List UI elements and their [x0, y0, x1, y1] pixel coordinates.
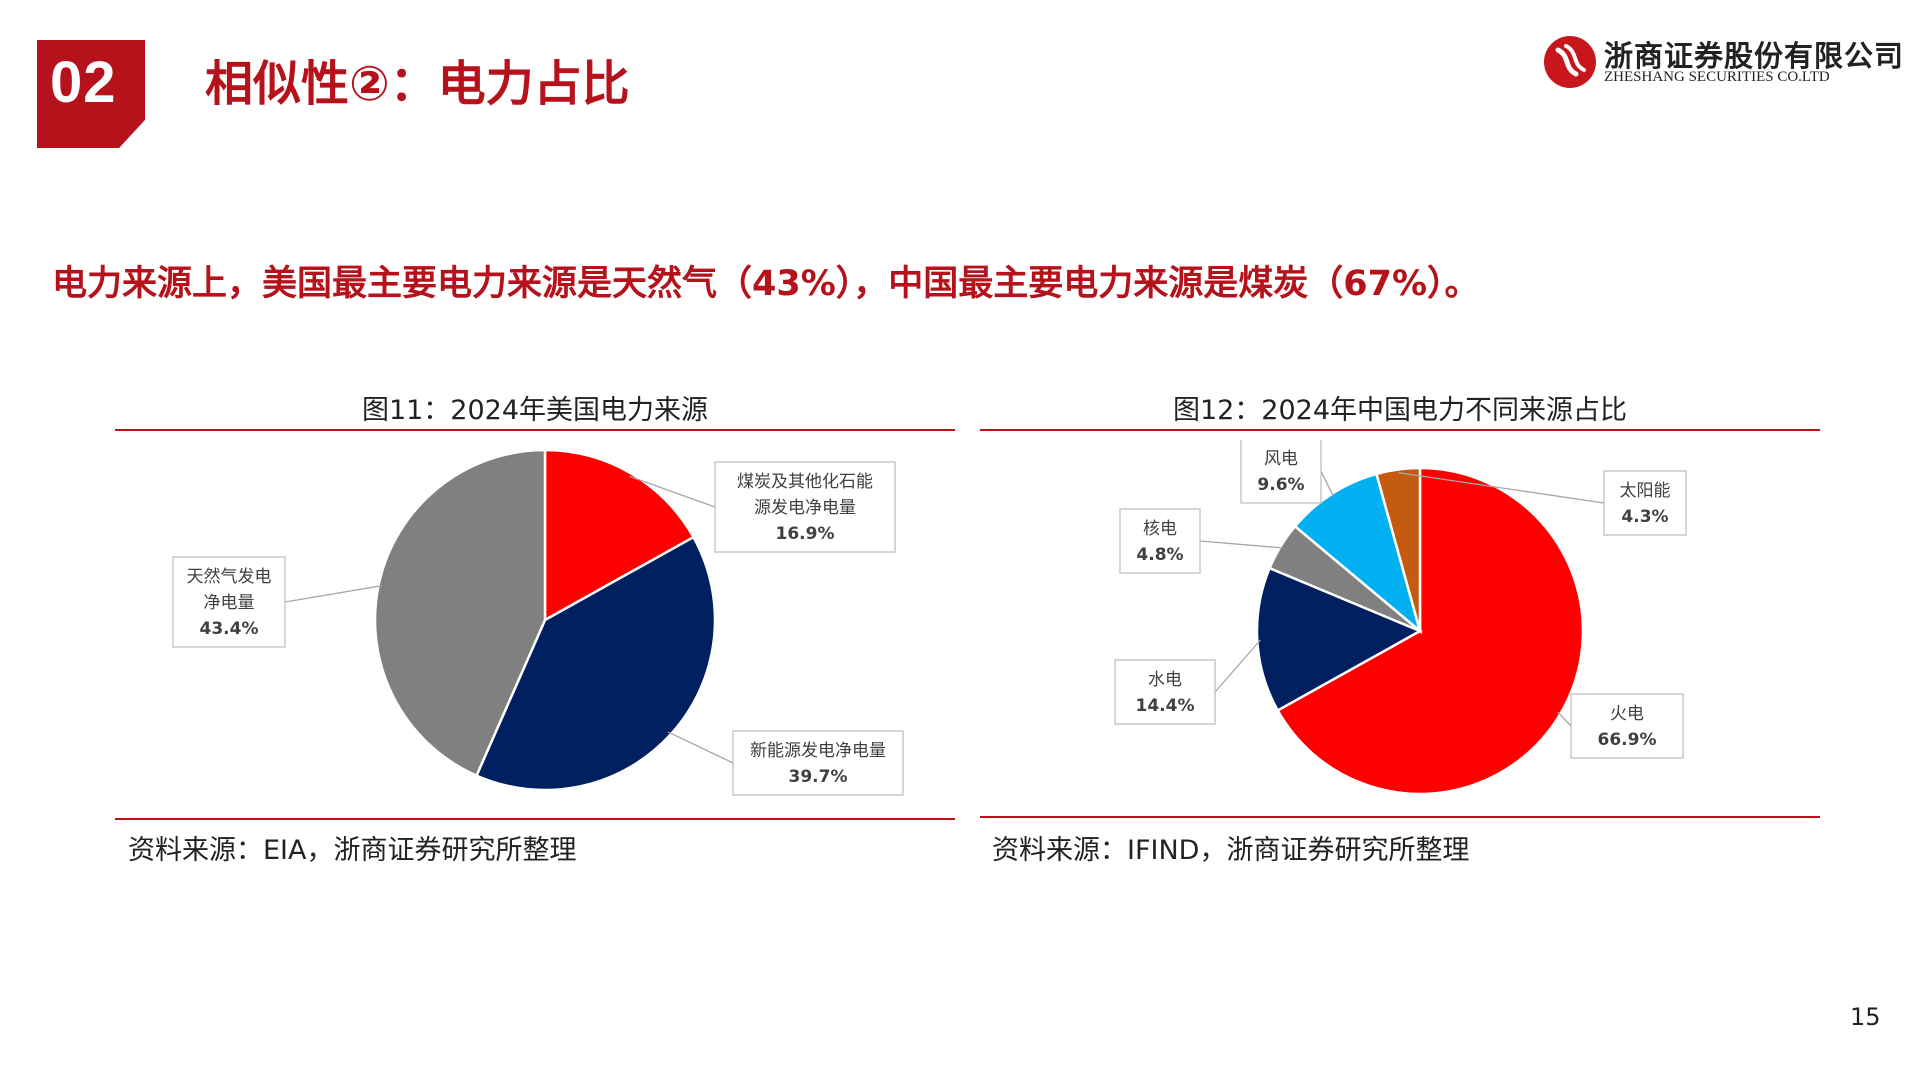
chart-1-category-label-1: 新能源发电净电量: [750, 741, 886, 761]
chart-2-value-label-2: 4.8%: [1136, 545, 1183, 565]
chart-1-label-box-2: [172, 556, 286, 648]
figure-1-source: 资料来源：EIA，浙商证券研究所整理: [128, 835, 577, 866]
headline: 电力来源上，美国最主要电力来源是天然气（43%），中国最主要电力来源是煤炭（67…: [52, 264, 1480, 304]
chart-1-slice-1: [474, 535, 717, 792]
chart-2-label-box-3: [1240, 440, 1322, 504]
chart-2-category-label-3: 风电: [1264, 449, 1298, 469]
figure-2-source: 资料来源：IFIND，浙商证券研究所整理: [992, 835, 1470, 866]
chart-2-category-label-4: 太阳能: [1620, 481, 1671, 501]
chart-1-slice-0: [543, 448, 696, 623]
chart-2-leader-0: [1557, 711, 1572, 727]
figure-2-bottom-rule: [980, 816, 1820, 818]
chart-2-value-label-4: 4.3%: [1621, 507, 1668, 527]
chart-1-label-box-0: [714, 461, 896, 553]
chart-1-leader-0: [629, 475, 716, 508]
chart-2-china-power-sources: 火电 66.9% 水电 14.4% 核电 4.8% 风电 9.6% 太阳能 4.3%: [1114, 440, 1687, 796]
figure-1-bottom-rule: [115, 818, 955, 820]
chart-2-slice-1: [1255, 566, 1423, 713]
chart-1-value-label-0: 16.9%: [776, 524, 835, 544]
chart-2-leader-2: [1199, 540, 1284, 549]
chart-1-value-label-2: 43.4%: [200, 619, 259, 639]
chart-2-label-box-1: [1114, 659, 1216, 725]
chart-2-label-box-4: [1603, 470, 1687, 536]
chart-1-category-label-0: 煤炭及其他化石能: [737, 472, 873, 492]
page-title: 相似性②：电力占比: [205, 56, 630, 112]
chart-1-category-label-0: 源发电净电量: [754, 498, 856, 518]
page-number: 15: [1850, 1003, 1881, 1031]
chart-2-category-label-1: 水电: [1148, 670, 1182, 690]
chart-2-leader-3: [1320, 470, 1335, 497]
chart-1-category-label-2: 净电量: [204, 593, 255, 613]
chart-1-label-box-1: [732, 730, 904, 796]
chart-2-leader-4: [1398, 472, 1605, 504]
chart-1-leader-2: [284, 585, 383, 603]
chart-2-category-label-2: 核电: [1143, 519, 1177, 539]
chart-2-category-label-0: 火电: [1610, 704, 1644, 724]
company-logo: 浙商证券股份有限公司 ZHESHANG SECURITIES CO.LTD: [1542, 31, 1903, 93]
chart-2-value-label-3: 9.6%: [1257, 475, 1304, 495]
figure-1-title: 图11：2024年美国电力来源: [361, 395, 709, 426]
figure-2-top-rule: [980, 429, 1820, 431]
figure-1-top-rule: [115, 429, 955, 431]
section-badge: [37, 40, 145, 148]
chart-1-slice-2: [373, 448, 547, 778]
section-number: 02: [50, 50, 117, 115]
figure-2-title: 图12：2024年中国电力不同来源占比: [1172, 395, 1628, 426]
chart-2-value-label-1: 14.4%: [1136, 696, 1195, 716]
chart-2-slice-4: [1374, 466, 1422, 632]
chart-2-label-box-0: [1570, 693, 1684, 759]
chart-2-slice-0: [1275, 466, 1585, 796]
chart-2-leader-1: [1214, 639, 1261, 693]
logo-emblem-icon: [1544, 36, 1596, 88]
chart-2-label-box-2: [1119, 508, 1201, 574]
chart-1-category-label-2: 天然气发电: [187, 567, 272, 587]
chart-2-value-label-0: 66.9%: [1598, 730, 1657, 750]
chart-1-value-label-1: 39.7%: [789, 767, 848, 787]
logo-name-cn: 浙商证券股份有限公司: [1604, 39, 1905, 73]
logo-name-en: ZHESHANG SECURITIES CO.LTD: [1604, 69, 1830, 85]
chart-1-leader-1: [667, 731, 734, 764]
